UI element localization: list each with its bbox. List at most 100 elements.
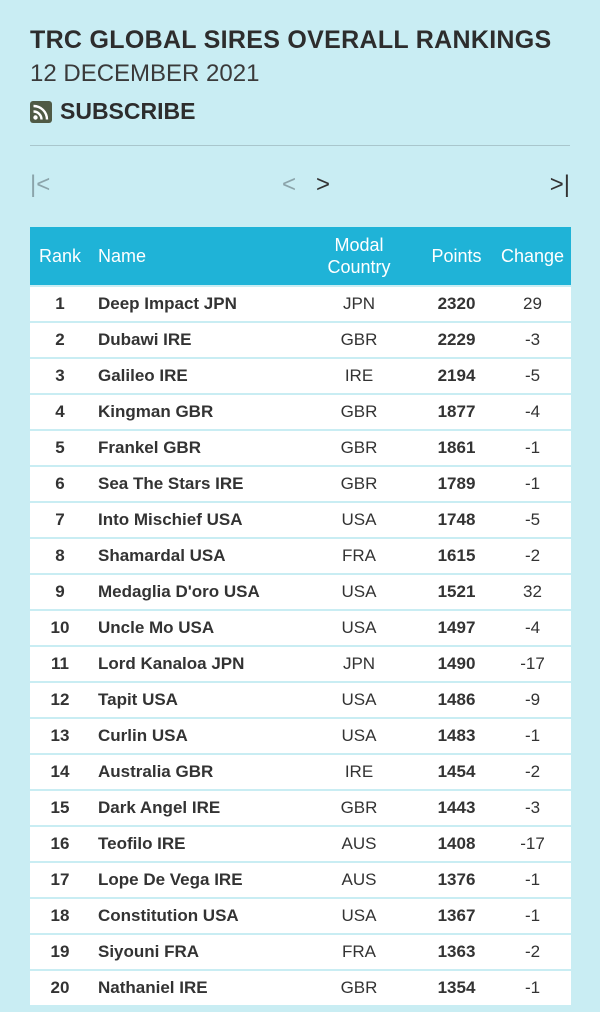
table-row[interactable]: 17 Lope De Vega IRE AUS 1376 -1 bbox=[30, 862, 571, 899]
cell-change: -17 bbox=[494, 646, 571, 683]
cell-modal-country: GBR bbox=[299, 466, 419, 503]
cell-modal-country: AUS bbox=[299, 826, 419, 863]
cell-change: -9 bbox=[494, 682, 571, 719]
column-header-name[interactable]: Name bbox=[90, 227, 299, 286]
rss-feed-icon bbox=[30, 100, 52, 123]
cell-modal-country: GBR bbox=[299, 430, 419, 467]
cell-points: 2194 bbox=[419, 358, 494, 395]
cell-modal-country: IRE bbox=[299, 358, 419, 395]
next-page-button[interactable]: > bbox=[316, 171, 331, 198]
cell-change: -2 bbox=[494, 754, 571, 791]
table-row[interactable]: 8 Shamardal USA FRA 1615 -2 bbox=[30, 538, 571, 575]
cell-change: -5 bbox=[494, 502, 571, 539]
cell-rank: 1 bbox=[30, 285, 90, 323]
table-row[interactable]: 11 Lord Kanaloa JPN JPN 1490 -17 bbox=[30, 646, 571, 683]
cell-points: 1367 bbox=[419, 898, 494, 935]
cell-points: 1486 bbox=[419, 682, 494, 719]
cell-rank: 5 bbox=[30, 430, 90, 467]
cell-rank: 9 bbox=[30, 574, 90, 611]
cell-points: 1861 bbox=[419, 430, 494, 467]
cell-name: Galileo IRE bbox=[90, 358, 299, 395]
table-row[interactable]: 7 Into Mischief USA USA 1748 -5 bbox=[30, 502, 571, 539]
cell-modal-country: FRA bbox=[299, 538, 419, 575]
cell-rank: 10 bbox=[30, 610, 90, 647]
cell-modal-country: AUS bbox=[299, 862, 419, 899]
column-header-change[interactable]: Change bbox=[494, 227, 571, 286]
cell-rank: 11 bbox=[30, 646, 90, 683]
pagination: |< < > >| bbox=[30, 170, 570, 200]
cell-modal-country: JPN bbox=[299, 285, 419, 323]
cell-points: 1615 bbox=[419, 538, 494, 575]
cell-name: Deep Impact JPN bbox=[90, 285, 299, 323]
cell-modal-country: USA bbox=[299, 574, 419, 611]
last-page-button[interactable]: >| bbox=[549, 171, 570, 198]
cell-points: 2320 bbox=[419, 285, 494, 323]
cell-name: Nathaniel IRE bbox=[90, 970, 299, 1007]
cell-name: Constitution USA bbox=[90, 898, 299, 935]
cell-modal-country: USA bbox=[299, 610, 419, 647]
cell-change: -5 bbox=[494, 358, 571, 395]
cell-modal-country: GBR bbox=[299, 394, 419, 431]
table-row[interactable]: 10 Uncle Mo USA USA 1497 -4 bbox=[30, 610, 571, 647]
cell-points: 1483 bbox=[419, 718, 494, 755]
cell-modal-country: USA bbox=[299, 682, 419, 719]
cell-modal-country: FRA bbox=[299, 934, 419, 971]
cell-change: -1 bbox=[494, 862, 571, 899]
ranking-date: 12 DECEMBER 2021 bbox=[30, 60, 260, 87]
cell-change: -2 bbox=[494, 538, 571, 575]
table-row[interactable]: 4 Kingman GBR GBR 1877 -4 bbox=[30, 394, 571, 431]
cell-rank: 8 bbox=[30, 538, 90, 575]
table-row[interactable]: 9 Medaglia D'oro USA USA 1521 32 bbox=[30, 574, 571, 611]
table-row[interactable]: 2 Dubawi IRE GBR 2229 -3 bbox=[30, 322, 571, 359]
column-header-rank[interactable]: Rank bbox=[30, 227, 90, 286]
cell-points: 2229 bbox=[419, 322, 494, 359]
cell-rank: 12 bbox=[30, 682, 90, 719]
table-row[interactable]: 18 Constitution USA USA 1367 -1 bbox=[30, 898, 571, 935]
cell-rank: 13 bbox=[30, 718, 90, 755]
table-row[interactable]: 5 Frankel GBR GBR 1861 -1 bbox=[30, 430, 571, 467]
cell-change: -1 bbox=[494, 898, 571, 935]
subscribe-link[interactable]: SUBSCRIBE bbox=[30, 98, 570, 125]
table-row[interactable]: 14 Australia GBR IRE 1454 -2 bbox=[30, 754, 571, 791]
cell-modal-country: USA bbox=[299, 718, 419, 755]
cell-modal-country: GBR bbox=[299, 970, 419, 1007]
column-header-modal-country-line1: Modal bbox=[334, 235, 384, 255]
page-title: TRC GLOBAL SIRES OVERALL RANKINGS bbox=[30, 26, 552, 54]
table-row[interactable]: 19 Siyouni FRA FRA 1363 -2 bbox=[30, 934, 571, 971]
table-row[interactable]: 16 Teofilo IRE AUS 1408 -17 bbox=[30, 826, 571, 863]
previous-page-button[interactable]: < bbox=[282, 171, 297, 198]
rankings-table-body: 1 Deep Impact JPN JPN 2320 29 2 Dubawi IRE GBR 2… bbox=[30, 285, 571, 1007]
first-page-button[interactable]: |< bbox=[30, 171, 51, 198]
cell-name: Shamardal USA bbox=[90, 538, 299, 575]
cell-modal-country: USA bbox=[299, 898, 419, 935]
table-row[interactable]: 12 Tapit USA USA 1486 -9 bbox=[30, 682, 571, 719]
cell-name: Medaglia D'oro USA bbox=[90, 574, 299, 611]
cell-points: 1354 bbox=[419, 970, 494, 1007]
cell-modal-country: IRE bbox=[299, 754, 419, 791]
cell-change: -3 bbox=[494, 790, 571, 827]
table-row[interactable]: 1 Deep Impact JPN JPN 2320 29 bbox=[30, 285, 571, 323]
table-row[interactable]: 6 Sea The Stars IRE GBR 1789 -1 bbox=[30, 466, 571, 503]
column-header-points[interactable]: Points bbox=[419, 227, 494, 286]
cell-change: -4 bbox=[494, 394, 571, 431]
table-row[interactable]: 20 Nathaniel IRE GBR 1354 -1 bbox=[30, 970, 571, 1007]
cell-change: -3 bbox=[494, 322, 571, 359]
cell-name: Dark Angel IRE bbox=[90, 790, 299, 827]
cell-name: Lord Kanaloa JPN bbox=[90, 646, 299, 683]
table-row[interactable]: 15 Dark Angel IRE GBR 1443 -3 bbox=[30, 790, 571, 827]
cell-points: 1789 bbox=[419, 466, 494, 503]
cell-change: -1 bbox=[494, 430, 571, 467]
cell-points: 1443 bbox=[419, 790, 494, 827]
cell-rank: 15 bbox=[30, 790, 90, 827]
table-row[interactable]: 3 Galileo IRE IRE 2194 -5 bbox=[30, 358, 571, 395]
cell-points: 1877 bbox=[419, 394, 494, 431]
cell-change: -2 bbox=[494, 934, 571, 971]
page-header: TRC GLOBAL SIRES OVERALL RANKINGS 12 DEC… bbox=[30, 24, 570, 125]
table-row[interactable]: 13 Curlin USA USA 1483 -1 bbox=[30, 718, 571, 755]
cell-rank: 16 bbox=[30, 826, 90, 863]
column-header-modal-country[interactable]: Modal Country bbox=[299, 227, 419, 286]
cell-points: 1521 bbox=[419, 574, 494, 611]
cell-change: -17 bbox=[494, 826, 571, 863]
cell-name: Tapit USA bbox=[90, 682, 299, 719]
